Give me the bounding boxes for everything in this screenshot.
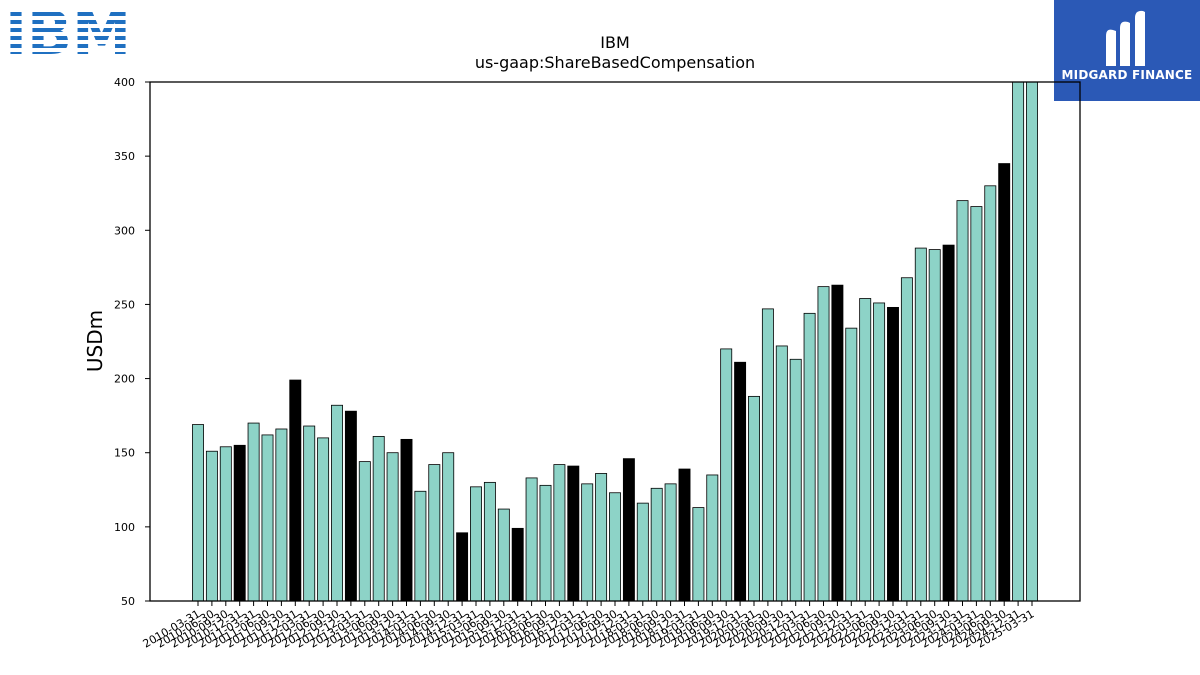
- bar-2016-12-31: [567, 465, 580, 602]
- bar-2023-06-30: [928, 249, 941, 602]
- bar-2010-09-30: [219, 446, 232, 602]
- bar-2011-03-31: [247, 422, 260, 602]
- bar-2015-03-31: [470, 486, 482, 602]
- bar-2020-09-30: [775, 345, 788, 602]
- bar-2014-03-31: [414, 490, 427, 602]
- bar-2022-06-30: [873, 302, 886, 602]
- bar-2024-03-31: [970, 206, 983, 602]
- bar-2017-12-31: [622, 458, 635, 602]
- ibm-logo: IBM: [5, 4, 131, 56]
- midgard-logo-text: MIDGARD FINANCE: [1061, 68, 1193, 82]
- y-tick-label: 300: [114, 224, 135, 237]
- bar-2018-03-31: [636, 502, 649, 602]
- bar-series: [192, 81, 1038, 602]
- bar-2020-06-30: [761, 308, 774, 602]
- bar-2017-09-30: [609, 492, 621, 602]
- ibm-logo-text: IBM: [5, 4, 131, 56]
- bar-2012-03-31: [303, 425, 316, 602]
- bar-2025-03-31: [1026, 81, 1038, 602]
- bar-2010-06-30: [205, 450, 218, 602]
- bar-2010-03-31: [192, 424, 204, 602]
- bar-2022-12-31: [900, 277, 913, 602]
- bar-2019-03-31: [692, 507, 705, 602]
- bar-2021-06-30: [817, 286, 830, 602]
- bar-2015-06-30: [483, 481, 496, 602]
- y-tick-label: 50: [121, 595, 135, 608]
- bar-2014-09-30: [442, 452, 455, 602]
- y-tick-label: 200: [114, 373, 135, 386]
- y-tick-label: 150: [114, 447, 135, 460]
- bar-2013-12-31: [400, 438, 413, 602]
- chart-title: IBM: [600, 33, 630, 52]
- midgard-mark-icon: [1106, 10, 1145, 67]
- midgard-finance-logo: MIDGARD FINANCE: [1054, 0, 1200, 101]
- bar-2023-03-31: [914, 247, 927, 602]
- bar-2017-06-30: [595, 473, 608, 602]
- bar-2010-12-31: [233, 444, 246, 602]
- bar-2015-12-31: [511, 527, 524, 602]
- bar-2020-12-31: [789, 358, 802, 602]
- bar-2012-06-30: [317, 437, 330, 602]
- bar-2018-06-30: [650, 487, 663, 602]
- bar-2011-06-30: [261, 434, 274, 602]
- y-axis: 50 100 150 200 250 300 350 400: [114, 76, 150, 608]
- bar-2024-12-31: [1012, 81, 1025, 602]
- bar-2012-12-31: [344, 410, 357, 602]
- bar-2019-12-31: [734, 361, 747, 602]
- bar-2014-12-31: [456, 532, 469, 602]
- bar-2020-03-31: [748, 395, 760, 602]
- chart-subtitle: us-gaap:ShareBasedCompensation: [475, 53, 755, 72]
- bar-2021-09-30: [831, 284, 844, 602]
- y-tick-label: 400: [114, 76, 135, 89]
- bar-2022-09-30: [887, 306, 899, 602]
- bar-2018-12-31: [678, 468, 691, 602]
- bar-2013-03-31: [358, 461, 371, 602]
- bar-2012-09-30: [331, 404, 343, 602]
- bar-2018-09-30: [664, 483, 677, 602]
- bar-2013-06-30: [372, 435, 385, 602]
- bar-2015-09-30: [497, 508, 510, 602]
- bar-2017-03-31: [581, 483, 594, 602]
- bar-2016-03-31: [525, 477, 538, 602]
- bar-2016-09-30: [553, 464, 566, 602]
- y-tick-label: 250: [114, 298, 135, 311]
- y-tick-label: 350: [114, 150, 135, 163]
- x-axis: 2010-03-312010-06-302010-09-302010-12-31…: [141, 601, 1037, 651]
- bar-2022-03-31: [859, 298, 872, 602]
- bar-2021-03-31: [803, 312, 816, 602]
- y-axis-label: USDm: [83, 310, 107, 372]
- bar-2024-06-30: [984, 185, 997, 602]
- plot-frame: [149, 81, 1081, 602]
- y-tick-label: 100: [114, 521, 135, 534]
- bar-2019-06-30: [706, 474, 719, 602]
- bar-2024-09-30: [998, 163, 1011, 602]
- bar-2023-12-31: [956, 200, 969, 602]
- bar-2014-06-30: [428, 464, 441, 602]
- bar-2019-09-30: [720, 348, 733, 602]
- bar-2011-09-30: [275, 428, 288, 602]
- bar-2016-06-30: [539, 484, 552, 602]
- bar-2023-09-30: [942, 244, 955, 602]
- bar-2013-09-30: [386, 452, 399, 602]
- bar-2021-12-31: [845, 327, 858, 602]
- bar-2011-12-31: [289, 379, 302, 602]
